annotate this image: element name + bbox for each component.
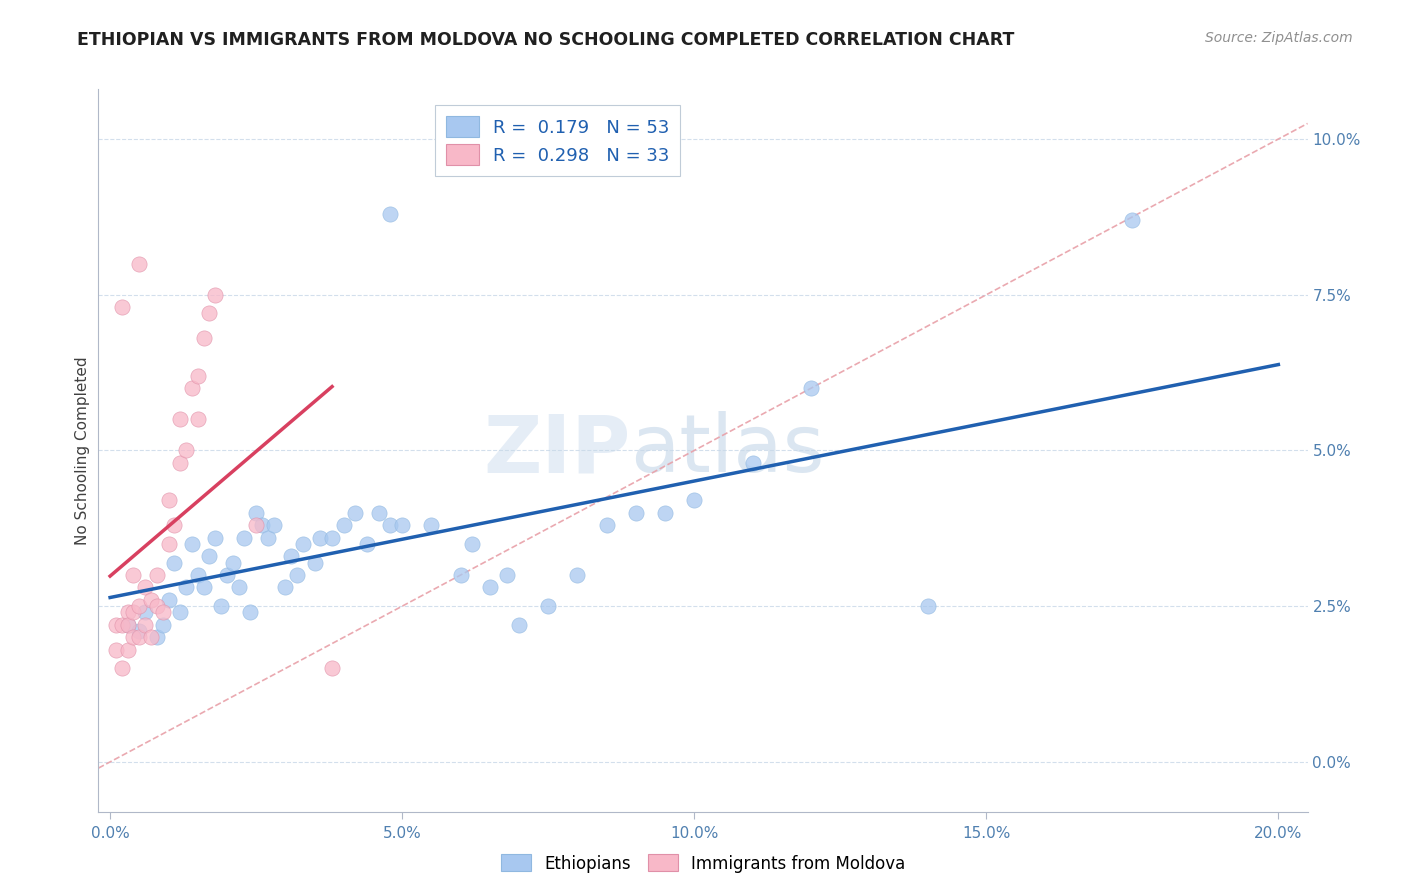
Point <box>321 531 343 545</box>
Point <box>239 606 262 620</box>
Point <box>595 518 617 533</box>
Point <box>321 661 343 675</box>
Point <box>174 581 197 595</box>
Point <box>367 506 389 520</box>
Point <box>139 593 162 607</box>
Legend: R =  0.179   N = 53, R =  0.298   N = 33: R = 0.179 N = 53, R = 0.298 N = 33 <box>436 105 681 176</box>
Point <box>157 537 180 551</box>
Point <box>128 257 150 271</box>
Point <box>204 287 226 301</box>
Point <box>104 618 127 632</box>
Text: atlas: atlas <box>630 411 825 490</box>
Point <box>163 518 186 533</box>
Point <box>209 599 232 614</box>
Y-axis label: No Schooling Completed: No Schooling Completed <box>75 356 90 545</box>
Point <box>280 549 302 564</box>
Text: ZIP: ZIP <box>484 411 630 490</box>
Point <box>683 493 706 508</box>
Point <box>163 556 186 570</box>
Point <box>146 630 169 644</box>
Point <box>122 630 145 644</box>
Point <box>344 506 367 520</box>
Point <box>134 618 156 632</box>
Point <box>624 506 647 520</box>
Point <box>274 581 297 595</box>
Point <box>198 549 221 564</box>
Text: ETHIOPIAN VS IMMIGRANTS FROM MOLDOVA NO SCHOOLING COMPLETED CORRELATION CHART: ETHIOPIAN VS IMMIGRANTS FROM MOLDOVA NO … <box>77 31 1015 49</box>
Point <box>380 207 402 221</box>
Point <box>146 568 169 582</box>
Point <box>245 506 267 520</box>
Point <box>309 531 332 545</box>
Point <box>420 518 443 533</box>
Point <box>169 606 191 620</box>
Point <box>496 568 519 582</box>
Point <box>187 412 209 426</box>
Point <box>256 531 278 545</box>
Point <box>198 306 221 320</box>
Point <box>380 518 402 533</box>
Point <box>111 618 134 632</box>
Legend: Ethiopians, Immigrants from Moldova: Ethiopians, Immigrants from Moldova <box>495 847 911 880</box>
Point <box>228 581 250 595</box>
Point <box>450 568 472 582</box>
Point <box>654 506 676 520</box>
Point <box>139 630 162 644</box>
Point <box>285 568 308 582</box>
Point <box>134 606 156 620</box>
Point <box>193 581 215 595</box>
Point <box>391 518 413 533</box>
Point <box>1121 213 1143 227</box>
Point <box>263 518 285 533</box>
Point <box>537 599 560 614</box>
Text: Source: ZipAtlas.com: Source: ZipAtlas.com <box>1205 31 1353 45</box>
Point <box>146 599 169 614</box>
Point <box>180 537 202 551</box>
Point <box>800 381 823 395</box>
Point <box>128 599 150 614</box>
Point <box>917 599 939 614</box>
Point <box>122 568 145 582</box>
Point <box>304 556 326 570</box>
Point <box>215 568 238 582</box>
Point <box>128 624 150 639</box>
Point <box>250 518 273 533</box>
Point <box>122 606 145 620</box>
Point <box>128 630 150 644</box>
Point <box>169 456 191 470</box>
Point <box>174 443 197 458</box>
Point <box>741 456 763 470</box>
Point <box>117 606 139 620</box>
Point <box>187 368 209 383</box>
Point <box>291 537 314 551</box>
Point <box>180 381 202 395</box>
Point <box>204 531 226 545</box>
Point <box>117 618 139 632</box>
Point <box>187 568 209 582</box>
Point <box>134 581 156 595</box>
Point <box>117 642 139 657</box>
Point <box>508 618 530 632</box>
Point <box>169 412 191 426</box>
Point <box>332 518 354 533</box>
Point <box>111 300 134 314</box>
Point <box>356 537 378 551</box>
Point <box>222 556 245 570</box>
Point <box>104 642 127 657</box>
Point <box>478 581 501 595</box>
Point <box>461 537 484 551</box>
Point <box>233 531 256 545</box>
Point <box>152 618 174 632</box>
Point <box>152 606 174 620</box>
Point <box>157 593 180 607</box>
Point <box>193 331 215 345</box>
Point <box>157 493 180 508</box>
Point <box>117 618 139 632</box>
Point <box>245 518 267 533</box>
Point <box>567 568 589 582</box>
Point <box>111 661 134 675</box>
